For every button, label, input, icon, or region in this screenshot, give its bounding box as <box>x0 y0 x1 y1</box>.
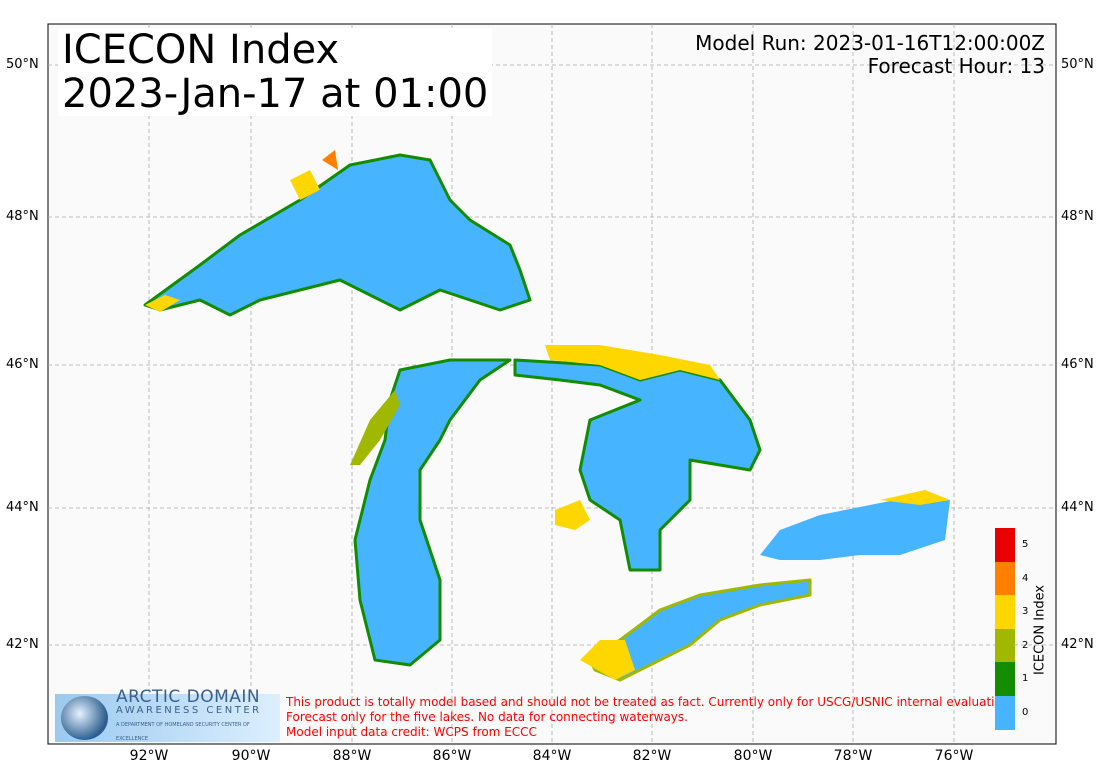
lat-label: 50°N <box>6 57 39 72</box>
lake-superior <box>143 153 532 317</box>
colorbar-segment <box>995 628 1015 663</box>
lat-label: 46°N <box>1061 357 1094 372</box>
lake-michigan <box>353 358 512 667</box>
adac-logo: ARCTIC DOMAIN AWARENESS CENTER A DEPARTMEN… <box>55 689 280 742</box>
disclaimer-line: Model input data credit: WCPS from ECCC <box>286 725 537 739</box>
lon-label: 90°W <box>231 748 271 764</box>
colorbar <box>995 528 1015 730</box>
colorbar-tick: 1 <box>1022 673 1029 685</box>
lon-label: 78°W <box>833 748 873 764</box>
colorbar-segment <box>995 561 1015 596</box>
model-run: Model Run: 2023-01-16T12:00:00Z <box>695 31 1045 55</box>
lon-label: 86°W <box>432 748 472 764</box>
forecast-hour: Forecast Hour: 13 <box>867 54 1045 78</box>
run-info: Model Run: 2023-01-16T12:00:00Z Forecast … <box>695 32 1045 78</box>
lat-label: 44°N <box>6 500 39 515</box>
logo-line2: AWARENESS CENTER <box>116 705 262 716</box>
title-datetime: 2023-Jan-17 at 01:00 <box>62 71 489 117</box>
lat-label: 48°N <box>6 209 39 224</box>
lon-label: 84°W <box>532 748 572 764</box>
colorbar-segment <box>995 695 1015 730</box>
lat-label: 42°N <box>6 637 39 652</box>
lon-label: 80°W <box>733 748 773 764</box>
disclaimer: This product is totally model based and … <box>286 695 1013 740</box>
logo-line1: ARCTIC DOMAIN <box>116 687 261 707</box>
colorbar-segment <box>995 595 1015 629</box>
disclaimer-line: Forecast only for the five lakes. No dat… <box>286 710 688 724</box>
lat-label: 48°N <box>1061 209 1094 224</box>
colorbar-segment <box>995 528 1015 562</box>
title-line1: ICECON Index <box>62 27 340 73</box>
colorbar-tick: 2 <box>1022 639 1029 651</box>
lon-label: 92°W <box>129 748 169 764</box>
globe-icon <box>61 696 109 740</box>
lon-label: 76°W <box>934 748 974 764</box>
lake-erie <box>588 578 812 682</box>
colorbar-label: ICECON Index <box>1032 584 1048 676</box>
lake-ontario <box>760 495 950 560</box>
colorbar-segment <box>995 662 1015 696</box>
lon-label: 82°W <box>632 748 672 764</box>
colorbar-tick: 0 <box>1022 707 1029 718</box>
lon-label: 88°W <box>332 748 372 764</box>
lat-label: 42°N <box>1061 637 1094 652</box>
lat-label: 46°N <box>6 357 39 372</box>
colorbar-tick: 3 <box>1022 606 1029 618</box>
map-title: ICECON Index 2023-Jan-17 at 01:00 <box>58 27 493 117</box>
colorbar-tick: 4 <box>1022 572 1029 584</box>
lat-label: 44°N <box>1061 500 1094 515</box>
logo-line3: A DEPARTMENT OF HOMELAND SECURITY CENTER… <box>116 722 250 742</box>
colorbar-tick: 5 <box>1022 539 1029 550</box>
lat-label: 50°N <box>1061 57 1094 72</box>
disclaimer-line: This product is totally model based and … <box>286 695 1014 709</box>
